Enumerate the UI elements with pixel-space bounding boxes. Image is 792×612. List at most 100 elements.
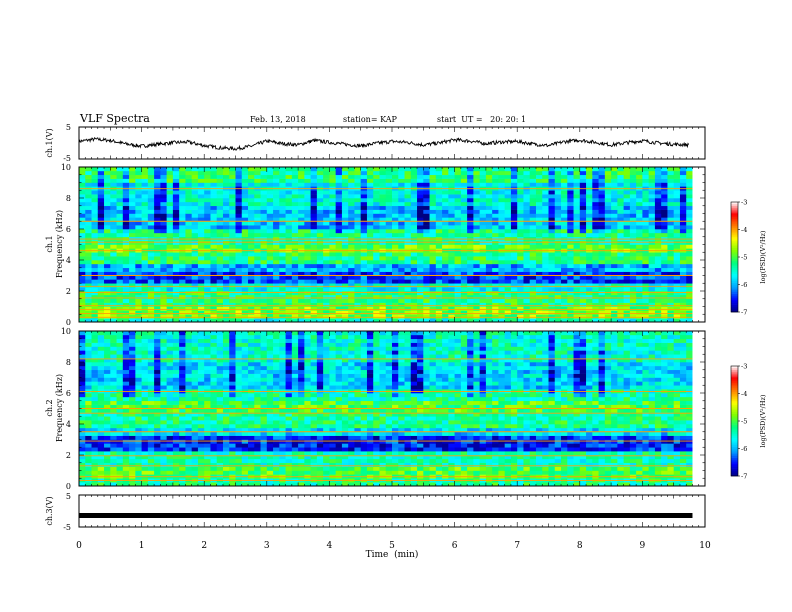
- spectrogram-cell: [91, 244, 99, 249]
- spectrogram-cell: [454, 263, 462, 269]
- spectrogram-cell: [360, 252, 368, 257]
- spectrogram-cell: [141, 350, 149, 355]
- spectrogram-cell: [529, 205, 537, 210]
- spectrogram-cell: [442, 205, 449, 210]
- spectrogram-cell: [116, 306, 124, 311]
- spectrogram-cell: [341, 244, 349, 249]
- spectrogram-cell: [122, 408, 130, 413]
- spectrogram-cell: [473, 291, 481, 296]
- spectrogram-cell: [122, 447, 130, 452]
- spectrogram-cell: [654, 256, 662, 261]
- colorbar-swatch: [731, 229, 738, 232]
- spectrogram-cell: [135, 451, 142, 456]
- spectrogram-cell: [110, 331, 117, 336]
- spectrogram-cell: [241, 232, 249, 238]
- spectrogram-cell: [129, 306, 136, 311]
- spectrogram-cell: [548, 302, 556, 307]
- spectrogram-cell: [104, 358, 111, 363]
- spectrogram-cell: [492, 221, 499, 226]
- spectrogram-cell: [273, 271, 280, 276]
- spectrogram-cell: [185, 182, 193, 187]
- colorbar-swatch: [731, 266, 738, 269]
- spectrogram-cell: [492, 260, 499, 265]
- spectrogram-cell: [667, 298, 675, 303]
- spectrogram-cell: [479, 198, 487, 203]
- spectrogram-cell: [686, 221, 693, 226]
- spectrogram-cell: [654, 167, 662, 172]
- spectrogram-cell: [291, 213, 299, 218]
- spectrogram-cell: [248, 298, 255, 303]
- spectrogram-cell: [517, 182, 524, 187]
- spectrogram-cell: [129, 287, 136, 292]
- spectrogram-cell: [604, 256, 612, 261]
- spectrogram-cell: [654, 209, 662, 214]
- spectrogram-cell: [598, 279, 606, 284]
- spectrogram-cell: [442, 213, 449, 218]
- spectrogram-cell: [598, 260, 606, 265]
- spectrogram-cell: [667, 302, 675, 307]
- spectrogram-cell: [417, 287, 424, 292]
- spectrogram-cell: [341, 287, 349, 292]
- spectrogram-cell: [498, 314, 506, 319]
- spectrogram-cell: [529, 291, 537, 296]
- spectrogram-cell: [410, 244, 418, 249]
- spectrogram-cell: [341, 310, 349, 315]
- spectrogram-cell: [567, 283, 574, 288]
- spectrogram-cell: [266, 240, 274, 245]
- spectrogram-cell: [354, 244, 362, 249]
- spectrogram-cell: [360, 209, 368, 214]
- spectrogram-cell: [548, 279, 556, 284]
- spectrogram-cell: [316, 287, 324, 292]
- spectrogram-cell: [329, 198, 337, 203]
- spectrogram-cell: [523, 198, 531, 203]
- spectrogram-cell: [435, 225, 443, 230]
- spectrogram-cell: [110, 190, 117, 195]
- colorbar-swatch: [731, 214, 738, 217]
- spectrogram-cell: [523, 267, 531, 272]
- spectrogram-cell: [241, 298, 249, 303]
- spectrogram-cell: [592, 306, 599, 311]
- spectrogram-cell: [673, 287, 681, 292]
- spectrogram-cell: [398, 267, 405, 272]
- spectrogram-cell: [172, 279, 180, 284]
- spectrogram-cell: [298, 267, 305, 272]
- spectrogram-cell: [354, 275, 362, 280]
- spectrogram-cell: [222, 252, 230, 257]
- spectrogram-cell: [122, 346, 130, 351]
- spectrogram-cell: [91, 377, 99, 382]
- spectrogram-cell: [273, 310, 280, 315]
- spectrogram-cell: [479, 190, 487, 195]
- spectrogram-cell: [160, 263, 168, 269]
- spectrogram-cell: [154, 221, 161, 226]
- spectrogram-cell: [373, 201, 380, 207]
- spectrogram-cell: [460, 310, 468, 315]
- spectrogram-cell: [210, 283, 218, 288]
- spectrogram-cell: [304, 267, 312, 272]
- spectrogram-cell: [204, 217, 211, 222]
- spectrogram-cell: [611, 217, 618, 222]
- spectrogram-cell: [354, 167, 362, 172]
- spectrogram-cell: [216, 209, 224, 214]
- spectrogram-cell: [554, 198, 562, 203]
- spectrogram-cell: [510, 198, 518, 203]
- spectrogram-cell: [504, 291, 512, 296]
- spectrogram-cell: [523, 302, 531, 307]
- spectrogram-cell: [222, 314, 230, 319]
- spectrogram-cell: [535, 260, 543, 265]
- spectrogram-cell: [135, 400, 142, 405]
- spectrogram-cell: [254, 217, 261, 222]
- spectrogram-cell: [592, 298, 599, 303]
- spectrogram-cell: [529, 194, 537, 199]
- spectrogram-cell: [636, 229, 643, 234]
- spectrogram-cell: [160, 267, 168, 272]
- spectrogram-cell: [573, 279, 581, 284]
- spectrogram-cell: [335, 310, 343, 315]
- spectrogram-cell: [573, 314, 581, 319]
- spectrogram-cell: [554, 174, 562, 179]
- spectrogram-cell: [366, 190, 374, 195]
- spectrogram-cell: [498, 283, 506, 288]
- spectrogram-cell: [654, 229, 662, 234]
- spectrogram-cell: [498, 298, 506, 303]
- spectrogram-cell: [248, 252, 255, 257]
- spectrogram-cell: [442, 229, 449, 234]
